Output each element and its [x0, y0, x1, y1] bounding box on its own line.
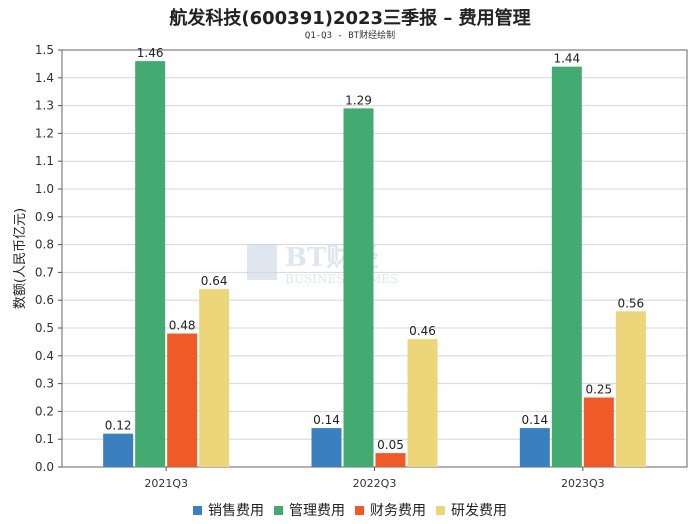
data-label: 1.29 — [345, 93, 372, 107]
data-label: 0.14 — [521, 413, 548, 427]
bar — [407, 339, 438, 467]
bar — [615, 311, 646, 467]
legend-item: 销售费用 — [193, 500, 264, 520]
y-tick-label: 0.7 — [35, 265, 54, 279]
bar — [135, 61, 166, 468]
watermark-logo-icon — [247, 244, 277, 280]
x-tick-label: 2023Q3 — [561, 477, 605, 490]
data-label: 0.48 — [169, 319, 196, 333]
y-tick-label: 0.3 — [35, 377, 54, 391]
x-tick-label: 2022Q3 — [353, 477, 397, 490]
y-tick-label: 1.2 — [35, 126, 54, 140]
y-tick-label: 0.6 — [35, 293, 54, 307]
data-label: 1.46 — [137, 46, 164, 60]
legend-label: 研发费用 — [451, 503, 507, 519]
y-axis-label: 数额(人民币亿元) — [13, 208, 28, 309]
bar — [375, 453, 406, 467]
data-label: 0.25 — [585, 383, 612, 397]
bar — [103, 433, 134, 467]
bar — [311, 428, 342, 467]
y-tick-label: 1.3 — [35, 99, 54, 113]
y-tick-label: 0.5 — [35, 321, 54, 335]
data-label: 0.56 — [617, 296, 644, 310]
y-tick-label: 0.4 — [35, 349, 54, 363]
data-label: 0.64 — [201, 274, 228, 288]
legend-item: 研发费用 — [436, 500, 507, 520]
bar — [167, 333, 198, 467]
bar — [343, 108, 374, 467]
y-tick-label: 1.4 — [35, 71, 54, 85]
legend-label: 管理费用 — [289, 503, 345, 519]
legend-label: 销售费用 — [208, 503, 264, 519]
legend-swatch — [193, 505, 202, 515]
legend-item: 管理费用 — [274, 500, 345, 520]
y-tick-label: 0.2 — [35, 404, 54, 418]
y-tick-label: 0.9 — [35, 210, 54, 224]
legend-item: 财务费用 — [355, 500, 426, 520]
bar — [199, 289, 230, 467]
legend-swatch — [274, 505, 283, 515]
chart-title: 航发科技(600391)2023三季报 – 费用管理 — [169, 8, 531, 29]
data-label: 0.14 — [313, 413, 340, 427]
chart-subtitle: Q1-Q3 - BT财经绘制 — [304, 31, 396, 41]
bar — [551, 66, 582, 468]
y-tick-label: 1.0 — [35, 182, 54, 196]
legend-label: 财务费用 — [370, 503, 426, 519]
legend-swatch — [355, 505, 364, 515]
y-tick-label: 0.1 — [35, 432, 54, 446]
y-tick-label: 1.1 — [35, 154, 54, 168]
data-label: 0.12 — [105, 419, 132, 433]
bar — [519, 428, 550, 467]
legend-swatch — [436, 505, 445, 515]
watermark-sub: BUSINESS TIMES — [285, 272, 398, 286]
chart-legend: 销售费用 管理费用 财务费用 研发费用 — [0, 500, 700, 520]
data-label: 1.44 — [553, 52, 580, 66]
data-label: 0.05 — [377, 438, 404, 452]
data-label: 0.46 — [409, 324, 436, 338]
y-tick-label: 0.8 — [35, 238, 54, 252]
y-tick-label: 1.5 — [35, 43, 54, 57]
y-tick-label: 0.0 — [35, 460, 54, 474]
x-tick-label: 2021Q3 — [144, 477, 188, 490]
bar — [583, 397, 614, 467]
